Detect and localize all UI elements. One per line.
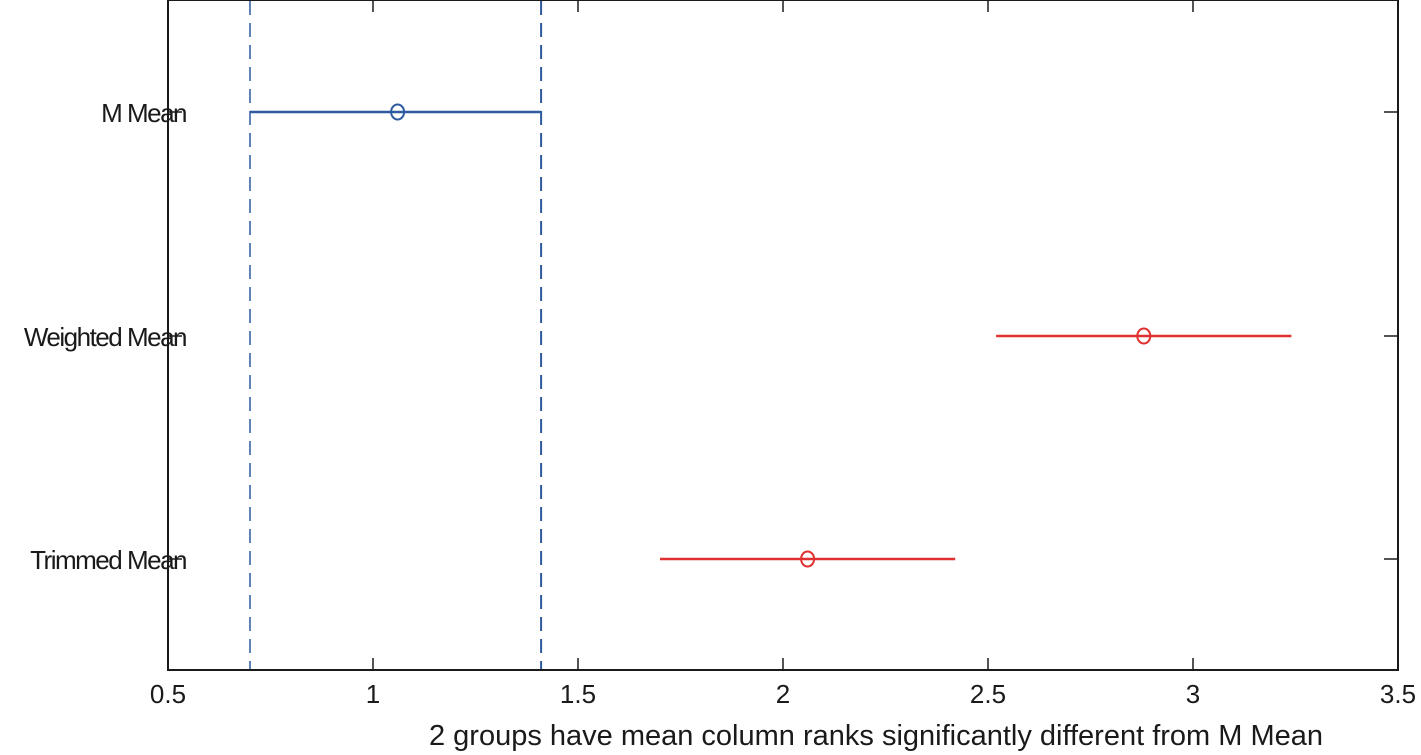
group-mean-marker [390, 103, 406, 121]
group-mean-marker [800, 550, 816, 568]
x-tick-label: 0.5 [150, 679, 186, 709]
y-tick-label: M Mean [101, 98, 186, 128]
reference-lines [249, 1, 543, 669]
x-tick-label: 2.5 [970, 679, 1006, 709]
y-tick-label: Weighted Mean [24, 322, 186, 352]
x-tick-label: 1.5 [560, 679, 596, 709]
x-tick-label: 3.5 [1380, 679, 1416, 709]
group-intervals [250, 103, 1292, 568]
x-tick-label: 3 [1186, 679, 1200, 709]
y-tick-label: Trimmed Mean [30, 545, 186, 575]
x-axis-title: 2 groups have mean column ranks signific… [429, 720, 1323, 752]
x-tick-label: 2 [776, 679, 790, 709]
x-axis-ticks: 0.5 1 1.5 2 2.5 3 3.5 [150, 0, 1416, 709]
group-mean-marker [1136, 327, 1152, 345]
x-tick-label: 1 [366, 679, 380, 709]
y-axis-ticks: M Mean Weighted Mean Trimmed Mean [24, 98, 1398, 575]
